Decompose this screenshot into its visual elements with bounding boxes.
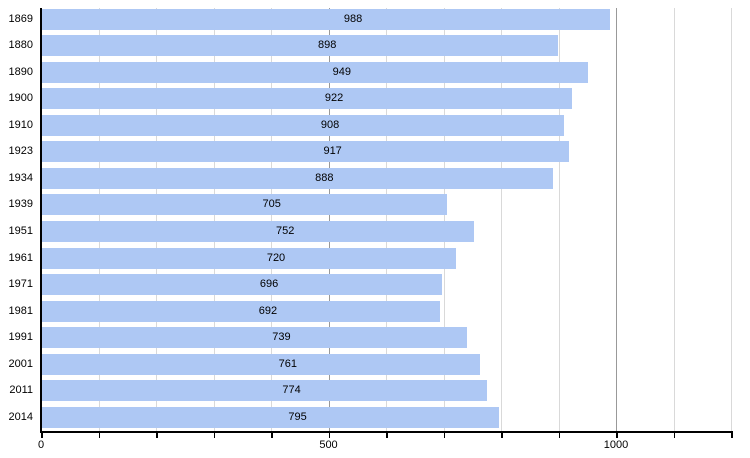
axis-tick [443,433,445,438]
category-label: 2001 [8,357,33,370]
bar-value-label: 761 [278,357,297,370]
category-label: 1934 [8,171,33,184]
gridline-minor [558,8,560,431]
bar-value-label: 922 [324,92,344,105]
gridline-minor [386,8,387,431]
gridline-minor [98,8,100,431]
bar [42,194,448,216]
axis-tick [41,433,43,438]
bar [42,221,475,243]
gridline-major [616,8,617,431]
axis-tick [156,433,158,438]
axis-tick [673,433,675,438]
bar-value-label: 888 [315,171,334,184]
x-axis-line [40,431,733,433]
axis-tick [98,433,100,438]
axis-tick [386,433,388,438]
category-label: 1951 [8,225,33,238]
category-label: 1961 [8,251,33,264]
bar [42,167,553,189]
bar [42,88,573,110]
category-label: 1890 [8,65,33,78]
bar-value-label: 917 [323,145,342,158]
bar-value-label: 705 [262,198,281,211]
x-tick-label: 1000 [603,439,629,451]
x-tick-label: 0 [37,439,45,451]
category-label: 1900 [8,92,33,105]
bar-value-label: 774 [282,384,301,397]
bar-value-label: 988 [343,12,363,25]
category-label: 1939 [8,198,33,211]
x-tick-label: 500 [319,439,338,451]
bar-value-label: 692 [258,304,278,317]
bar-value-label: 908 [320,118,340,131]
category-label: 1910 [8,118,33,131]
axis-tick [616,433,618,438]
axis-tick [271,433,273,438]
axis-tick [213,433,215,438]
bar-value-label: 898 [317,39,337,52]
bar-value-label: 949 [332,65,352,78]
bar [42,247,456,269]
category-label: 1981 [8,304,33,317]
bar-value-label: 696 [259,278,279,291]
bar [42,274,443,296]
axis-tick [501,433,503,438]
category-label: 2011 [9,384,33,397]
axis-tick [558,433,560,438]
gridline-minor [443,8,445,431]
y-axis-line [40,8,42,433]
bar [42,8,611,30]
category-label: 2014 [8,411,33,424]
bar-value-label: 795 [288,411,307,424]
bar-value-label: 720 [266,251,286,264]
bar [42,141,570,163]
gridline-minor [156,8,157,431]
gridline-minor [673,8,675,431]
category-label: 1923 [8,145,33,158]
category-label: 1991 [8,331,33,344]
bar [42,353,480,375]
gridline-minor [731,8,732,431]
bar [42,35,559,57]
category-label: 1869 [8,12,33,25]
bar [42,61,588,83]
gridline-minor [271,8,272,431]
bar [42,327,467,349]
gridline-minor [501,8,502,431]
category-label: 1880 [8,39,33,52]
gridline-major [328,8,330,431]
bar [42,380,488,402]
bar-value-label: 752 [276,225,295,238]
bar [42,407,500,429]
bar [42,300,440,322]
category-label: 1971 [8,278,33,291]
gridline-minor [213,8,215,431]
bar [42,114,565,136]
axis-tick [328,433,330,438]
bar-value-label: 739 [272,331,291,344]
axis-tick [731,433,733,438]
